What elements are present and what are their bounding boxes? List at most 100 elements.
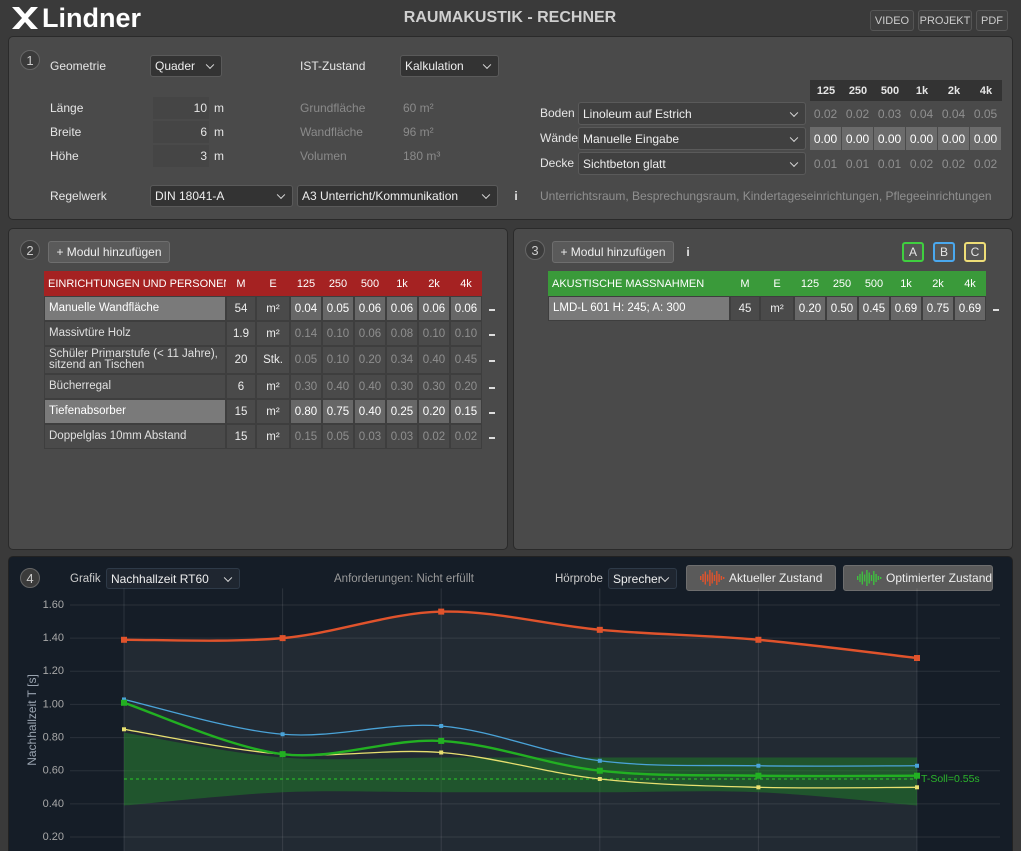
remove-icon[interactable] <box>489 308 495 311</box>
row-cell[interactable]: 6 <box>226 374 256 399</box>
row-cell[interactable]: m² <box>256 399 290 424</box>
info[interactable]: i <box>514 189 518 203</box>
row-cell[interactable]: 0.45 <box>450 346 482 374</box>
row-cell[interactable]: 0.25 <box>386 399 418 424</box>
remove-icon[interactable] <box>993 308 999 311</box>
row-name[interactable]: LMD-L 601 H: 245; A: 300 <box>548 296 730 321</box>
row-cell[interactable]: 0.10 <box>322 346 354 374</box>
row-cell[interactable]: m² <box>256 296 290 321</box>
add-button[interactable]: + Modul hinzufügen <box>552 241 674 263</box>
row-cell[interactable]: 0.75 <box>922 296 954 321</box>
select[interactable]: Sichtbeton glatt <box>578 152 806 175</box>
remove-icon[interactable] <box>489 436 495 439</box>
row-cell[interactable]: 0.30 <box>386 374 418 399</box>
row-cell[interactable]: 0.40 <box>418 346 450 374</box>
row-cell[interactable]: 0.15 <box>290 424 322 449</box>
surface-value[interactable]: 0.00 <box>874 127 905 150</box>
row-cell[interactable]: 0.80 <box>290 399 322 424</box>
remove-icon[interactable] <box>489 360 495 362</box>
row-cell[interactable]: 0.50 <box>826 296 858 321</box>
row-name[interactable]: Massivtüre Holz <box>44 321 226 346</box>
select[interactable]: Manuelle Eingabe <box>578 127 806 150</box>
row-cell[interactable]: 15 <box>226 399 256 424</box>
row-cell[interactable]: Stk. <box>256 346 290 374</box>
select[interactable]: Nachhallzeit RT60 <box>106 568 240 589</box>
row-cell[interactable]: 0.10 <box>418 321 450 346</box>
row-cell[interactable]: 0.20 <box>354 346 386 374</box>
row-cell[interactable]: 0.06 <box>354 296 386 321</box>
row-cell[interactable]: 0.06 <box>450 296 482 321</box>
dim-input[interactable]: 6 <box>153 121 209 143</box>
state-button[interactable]: Aktueller Zustand <box>686 565 836 591</box>
row-cell[interactable]: m² <box>760 296 794 321</box>
surface-value[interactable]: 0.00 <box>906 127 937 150</box>
row-cell[interactable]: 0.20 <box>418 399 450 424</box>
row-name[interactable]: Manuelle Wandfläche <box>44 296 226 321</box>
select[interactable]: Kalkulation <box>400 55 499 77</box>
row-cell[interactable]: 0.05 <box>322 296 354 321</box>
row-cell[interactable]: 0.34 <box>386 346 418 374</box>
select[interactable]: Linoleum auf Estrich <box>578 102 806 125</box>
row-name[interactable]: Schüler Primarstufe (< 11 Jahre), sitzen… <box>44 346 226 374</box>
row-cell[interactable]: 20 <box>226 346 256 374</box>
row-cell[interactable]: 0.45 <box>858 296 890 321</box>
row-cell[interactable]: 0.04 <box>290 296 322 321</box>
row-cell[interactable]: 45 <box>730 296 760 321</box>
variant-button[interactable]: B <box>933 242 955 262</box>
row-cell[interactable]: 0.05 <box>322 424 354 449</box>
surface-value[interactable]: 0.00 <box>842 127 873 150</box>
row-cell[interactable]: 0.20 <box>794 296 826 321</box>
row-cell[interactable]: 1.9 <box>226 321 256 346</box>
info[interactable]: i <box>686 245 690 259</box>
header-button[interactable]: PDF <box>976 10 1008 31</box>
row-cell[interactable]: m² <box>256 321 290 346</box>
row-cell[interactable]: 0.75 <box>322 399 354 424</box>
row-cell[interactable]: 0.03 <box>386 424 418 449</box>
surface-value[interactable]: 0.00 <box>810 127 841 150</box>
row-cell[interactable]: 15 <box>226 424 256 449</box>
row-cell[interactable]: 0.40 <box>354 399 386 424</box>
surface-value[interactable]: 0.00 <box>970 127 1001 150</box>
row-cell[interactable]: 0.10 <box>322 321 354 346</box>
row-cell[interactable]: 0.06 <box>418 296 450 321</box>
row-name[interactable]: Doppelglas 10mm Abstand <box>44 424 226 449</box>
row-cell[interactable]: 0.15 <box>450 399 482 424</box>
header-button[interactable]: PROJEKT <box>918 10 972 31</box>
surface-value[interactable]: 0.00 <box>938 127 969 150</box>
row-cell[interactable]: 0.02 <box>418 424 450 449</box>
dim-input[interactable]: 10 <box>153 97 209 119</box>
row-cell[interactable]: 0.20 <box>450 374 482 399</box>
row-cell[interactable]: 0.40 <box>322 374 354 399</box>
row-cell[interactable]: 0.69 <box>890 296 922 321</box>
select[interactable]: DIN 18041-A <box>150 185 293 207</box>
row-cell[interactable]: 0.05 <box>290 346 322 374</box>
row-cell[interactable]: 0.14 <box>290 321 322 346</box>
select[interactable]: Sprecher <box>608 568 677 589</box>
header-button[interactable]: VIDEO <box>870 10 914 31</box>
row-cell[interactable]: m² <box>256 424 290 449</box>
variant-button[interactable]: C <box>964 242 986 262</box>
row-cell[interactable]: 0.02 <box>450 424 482 449</box>
row-cell[interactable]: 0.08 <box>386 321 418 346</box>
state-button[interactable]: Optimierter Zustand <box>843 565 993 591</box>
remove-icon[interactable] <box>489 333 495 336</box>
add-button[interactable]: + Modul hinzufügen <box>48 241 170 263</box>
row-name[interactable]: Tiefenabsorber <box>44 399 226 424</box>
dim-input[interactable]: 3 <box>153 145 209 167</box>
variant-button[interactable]: A <box>902 242 924 262</box>
row-cell[interactable]: 0.03 <box>354 424 386 449</box>
row-cell[interactable]: 0.10 <box>450 321 482 346</box>
row-cell[interactable]: 0.06 <box>386 296 418 321</box>
row-cell[interactable]: 0.06 <box>354 321 386 346</box>
row-cell[interactable]: 0.30 <box>290 374 322 399</box>
row-cell[interactable]: 54 <box>226 296 256 321</box>
remove-icon[interactable] <box>489 386 495 389</box>
select[interactable]: A3 Unterricht/Kommunikation <box>297 185 498 207</box>
row-cell[interactable]: m² <box>256 374 290 399</box>
remove-icon[interactable] <box>489 411 495 414</box>
row-name[interactable]: Bücherregal <box>44 374 226 399</box>
row-cell[interactable]: 0.30 <box>418 374 450 399</box>
row-cell[interactable]: 0.40 <box>354 374 386 399</box>
row-cell[interactable]: 0.69 <box>954 296 986 321</box>
select[interactable]: Quader <box>150 55 222 77</box>
